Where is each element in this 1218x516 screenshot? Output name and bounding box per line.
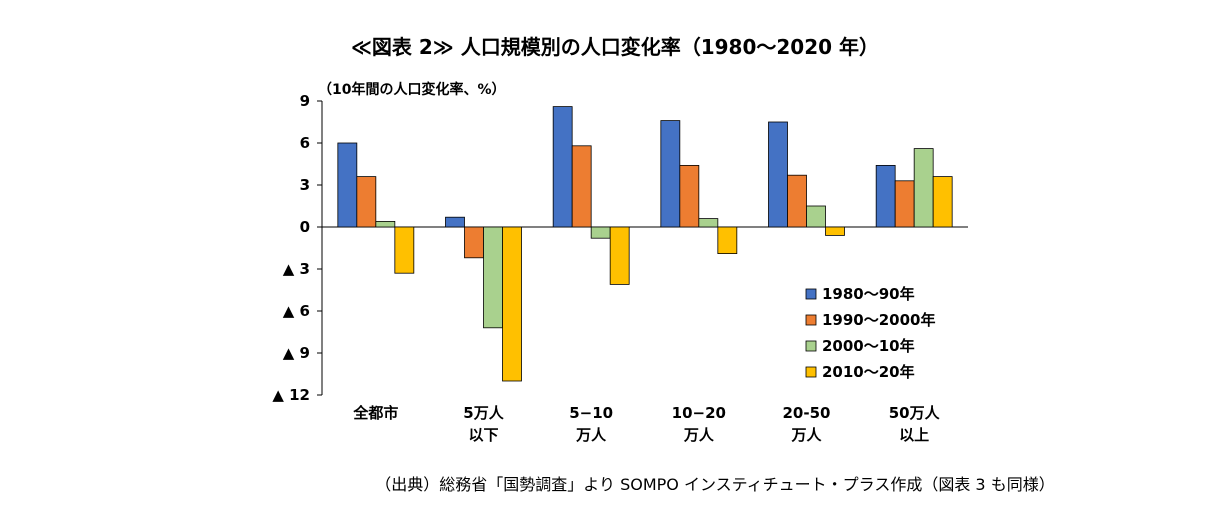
bar-2000〜10年: [483, 226, 503, 329]
bar-1980〜90年: [875, 164, 896, 228]
x-tick-label: 5−10: [569, 404, 613, 422]
bar-2010〜20年: [609, 226, 630, 285]
y-axis-label: （10年間の人口変化率、%）: [318, 81, 506, 98]
x-tick-label: 万人: [790, 426, 822, 444]
x-tick-label: 20-50: [783, 404, 831, 422]
bar-1980〜90年: [552, 106, 573, 228]
bar-2010〜20年: [825, 226, 845, 236]
legend-label: 2000〜10年: [822, 337, 915, 355]
legend-swatch: [805, 314, 817, 326]
legend-swatch: [805, 340, 817, 352]
bar-2000〜10年: [913, 148, 934, 228]
bar-1990〜2000年: [356, 176, 377, 228]
y-tick-label: 9: [300, 92, 310, 110]
bar-1990〜2000年: [894, 180, 915, 228]
x-tick-label: 10−20: [672, 404, 726, 422]
bar-1990〜2000年: [787, 174, 807, 228]
bar-1990〜2000年: [679, 164, 700, 228]
bar-2010〜20年: [502, 226, 522, 382]
bar-2000〜10年: [698, 218, 719, 228]
y-tick-label: 6: [300, 134, 310, 152]
bar-1980〜90年: [660, 120, 681, 228]
x-tick-label: 5万人: [463, 404, 504, 422]
bar-1990〜2000年: [464, 226, 484, 259]
y-tick-label: 0: [300, 218, 310, 236]
bar-2000〜10年: [590, 226, 611, 239]
y-tick-label: ▲ 3: [283, 260, 310, 278]
bar-1980〜90年: [768, 121, 788, 228]
y-tick-label: ▲ 12: [272, 386, 310, 404]
bar-2000〜10年: [375, 220, 396, 228]
legend-label: 2010〜20年: [822, 363, 915, 381]
bar-1990〜2000年: [571, 145, 592, 228]
bar-2010〜20年: [932, 176, 953, 228]
x-tick-label: 全都市: [352, 404, 398, 422]
bar-2000〜10年: [806, 205, 826, 228]
x-tick-label: 万人: [575, 426, 607, 444]
bar-2010〜20年: [394, 226, 415, 274]
y-tick-label: ▲ 9: [283, 344, 310, 362]
source-note: （出典）総務省「国勢調査」より SOMPO インスティチュート・プラス作成（図表…: [375, 475, 1054, 494]
x-tick-label: 50万人: [889, 404, 941, 422]
legend-label: 1990〜2000年: [822, 311, 936, 329]
legend-label: 1980〜90年: [822, 285, 915, 303]
x-tick-label: 万人: [683, 426, 715, 444]
bar-1980〜90年: [445, 216, 465, 228]
legend-swatch: [805, 288, 817, 300]
x-tick-label: 以下: [468, 426, 498, 444]
legend-swatch: [805, 366, 817, 378]
bar-2010〜20年: [717, 226, 738, 255]
bar-1980〜90年: [337, 142, 358, 228]
y-tick-label: ▲ 6: [283, 302, 310, 320]
y-tick-label: 3: [300, 176, 310, 194]
x-tick-label: 以上: [899, 426, 929, 444]
chart-title: ≪図表 2≫ 人口規模別の人口変化率（1980〜2020 年）: [351, 35, 879, 59]
